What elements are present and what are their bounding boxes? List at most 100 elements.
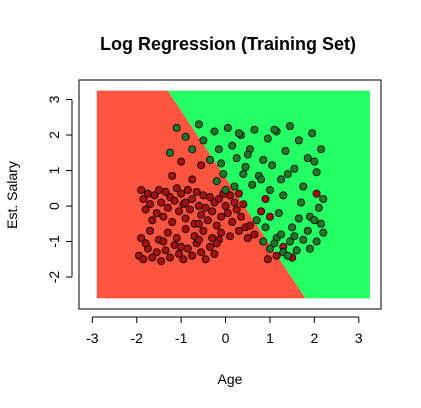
data-point-class-0 xyxy=(251,231,258,238)
data-point-class-0 xyxy=(235,227,242,234)
data-point-class-0 xyxy=(138,186,145,193)
data-point-class-1 xyxy=(206,156,213,163)
data-point-class-0 xyxy=(189,176,196,183)
data-point-class-0 xyxy=(202,256,209,263)
data-point-class-0 xyxy=(171,241,178,248)
data-point-class-0 xyxy=(146,227,153,234)
data-point-class-1 xyxy=(304,227,311,234)
data-point-class-1 xyxy=(215,146,222,153)
data-point-class-0 xyxy=(206,243,213,250)
data-point-class-1 xyxy=(320,229,327,236)
data-point-class-0 xyxy=(198,249,205,256)
x-tick-label: -2 xyxy=(131,330,144,346)
data-point-class-0 xyxy=(158,257,165,264)
data-point-class-1 xyxy=(309,130,316,137)
y-axis: -2 -1 0 1 2 3 xyxy=(46,95,72,283)
data-point-class-0 xyxy=(146,201,153,208)
y-tick-label: -2 xyxy=(46,271,62,284)
data-point-class-0 xyxy=(178,158,185,165)
x-axis: -3 -2 -1 0 1 2 3 xyxy=(86,317,363,346)
data-point-class-0 xyxy=(162,247,169,254)
data-point-class-1 xyxy=(277,231,284,238)
data-point-class-0 xyxy=(240,201,247,208)
data-point-class-0 xyxy=(175,208,182,215)
data-point-class-0 xyxy=(144,190,151,197)
y-tick-label: -1 xyxy=(46,235,62,248)
data-point-class-1 xyxy=(220,170,227,177)
data-point-class-0 xyxy=(189,195,196,202)
data-point-class-0 xyxy=(169,172,176,179)
data-point-class-1 xyxy=(231,183,238,190)
data-point-class-1 xyxy=(200,137,207,144)
data-point-class-0 xyxy=(246,222,253,229)
data-point-class-0 xyxy=(182,199,189,206)
data-point-class-0 xyxy=(262,195,269,202)
data-point-class-1 xyxy=(182,133,189,140)
data-point-class-0 xyxy=(173,234,180,241)
data-point-class-0 xyxy=(195,236,202,243)
data-point-class-1 xyxy=(293,247,300,254)
x-tick-label: -3 xyxy=(86,330,99,346)
data-point-class-1 xyxy=(211,128,218,135)
data-point-class-1 xyxy=(271,126,278,133)
data-point-class-1 xyxy=(295,215,302,222)
data-point-class-0 xyxy=(182,226,189,233)
data-point-class-0 xyxy=(140,256,147,263)
data-point-class-1 xyxy=(166,149,173,156)
data-point-class-0 xyxy=(166,254,173,261)
data-point-class-0 xyxy=(222,202,229,209)
data-point-class-0 xyxy=(184,245,191,252)
chart-title-group: Log Regression (Training Set) xyxy=(100,34,356,54)
chart-title: Log Regression (Training Set) xyxy=(100,34,356,54)
data-point-class-0 xyxy=(235,190,242,197)
data-point-class-1 xyxy=(300,236,307,243)
y-axis-label: Est. Salary xyxy=(4,161,20,229)
x-tick-label: 3 xyxy=(355,330,363,346)
data-point-class-0 xyxy=(218,229,225,236)
data-point-class-1 xyxy=(317,146,324,153)
data-point-class-0 xyxy=(200,227,207,234)
y-tick-label: 2 xyxy=(46,131,62,139)
data-point-class-1 xyxy=(317,220,324,227)
data-point-class-1 xyxy=(295,137,302,144)
data-point-class-0 xyxy=(244,234,251,241)
data-point-class-0 xyxy=(264,256,271,263)
data-point-class-0 xyxy=(158,199,165,206)
data-point-class-0 xyxy=(195,220,202,227)
data-point-class-0 xyxy=(198,162,205,169)
data-point-class-1 xyxy=(224,124,231,131)
data-point-class-1 xyxy=(264,135,271,142)
data-point-class-0 xyxy=(184,186,191,193)
data-point-class-1 xyxy=(251,126,258,133)
data-point-class-1 xyxy=(266,186,273,193)
data-point-class-0 xyxy=(155,186,162,193)
x-tick-label: 2 xyxy=(310,330,318,346)
data-point-class-0 xyxy=(200,192,207,199)
data-point-class-1 xyxy=(235,130,242,137)
data-point-class-0 xyxy=(213,222,220,229)
data-point-class-0 xyxy=(178,190,185,197)
data-point-class-0 xyxy=(266,213,273,220)
data-point-class-1 xyxy=(253,217,260,224)
data-point-class-1 xyxy=(173,124,180,131)
data-point-class-1 xyxy=(242,163,249,170)
data-point-class-1 xyxy=(195,121,202,128)
data-point-class-0 xyxy=(169,218,176,225)
data-point-class-0 xyxy=(229,218,236,225)
data-point-class-1 xyxy=(320,195,327,202)
data-point-class-1 xyxy=(260,156,267,163)
data-point-class-0 xyxy=(182,215,189,222)
data-point-class-0 xyxy=(189,252,196,259)
data-point-class-0 xyxy=(164,229,171,236)
data-point-class-0 xyxy=(160,213,167,220)
x-tick-label: 0 xyxy=(222,330,230,346)
data-point-class-1 xyxy=(244,151,251,158)
data-point-class-0 xyxy=(202,204,209,211)
data-point-class-0 xyxy=(180,256,187,263)
data-point-class-1 xyxy=(306,245,313,252)
data-point-class-1 xyxy=(189,146,196,153)
data-point-class-1 xyxy=(297,199,304,206)
data-point-class-1 xyxy=(240,170,247,177)
data-point-class-0 xyxy=(198,211,205,218)
data-point-class-0 xyxy=(178,243,185,250)
